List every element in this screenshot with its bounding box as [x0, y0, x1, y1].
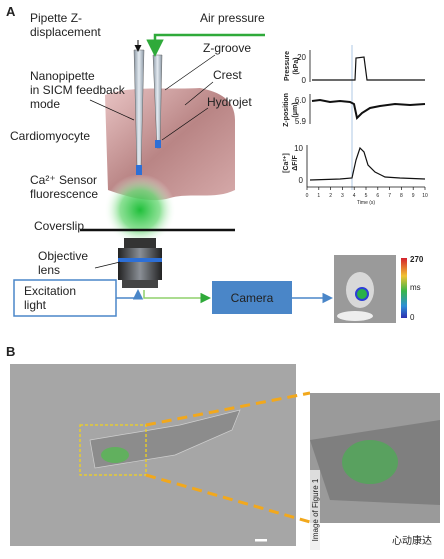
colorbar-label: 0 — [410, 313, 415, 322]
axis-label: [Ca²⁺] — [283, 153, 290, 173]
label: Objective — [38, 249, 88, 263]
label: Camera — [231, 291, 274, 305]
label: Excitation — [24, 284, 76, 298]
axis-label: (kPa) — [293, 57, 300, 74]
pressure-trace — [312, 56, 425, 81]
colorbar-label: ms — [410, 283, 421, 292]
zoom-box — [79, 424, 147, 476]
z-trace — [311, 98, 426, 121]
y-tick-label: 0 — [299, 176, 304, 185]
objective-base — [122, 280, 158, 288]
pointer — [164, 54, 216, 91]
pipette-tip — [136, 165, 142, 175]
source-label: 心动康达 — [392, 534, 432, 547]
axis-label: Z-position — [283, 93, 290, 127]
y-tick-label: 20 — [297, 53, 306, 62]
x-tick-label: 8 — [400, 193, 403, 199]
x-axis-label: Time (s) — [357, 200, 375, 206]
label: Crest — [213, 68, 242, 82]
fluorescence-glow — [104, 174, 176, 246]
label: Hydrojet — [207, 95, 252, 109]
label: Pipette Z- — [30, 11, 82, 25]
colorbar-label: 270 — [410, 255, 424, 264]
x-tick-label: 7 — [388, 193, 391, 199]
x-tick-label: 2 — [329, 193, 332, 199]
ca-trace — [309, 146, 426, 181]
label: in SICM feedback — [30, 83, 126, 97]
zoom-fluorescence — [342, 440, 398, 484]
x-tick-label: 3 — [341, 193, 344, 199]
axis-label: ΔF/F — [292, 155, 299, 171]
objective-body — [118, 248, 162, 280]
scale-bar — [255, 539, 267, 542]
cell-fluorescence — [101, 447, 129, 463]
x-tick-label: 0 — [306, 193, 309, 199]
zoom-line — [145, 473, 311, 524]
x-tick-label: 6 — [376, 193, 379, 199]
pointer — [94, 261, 121, 269]
excitation-arrow — [116, 289, 144, 300]
y-tick-label: 10 — [294, 144, 303, 153]
camera-box — [212, 281, 292, 314]
pointer — [184, 81, 214, 106]
x-tick-label: 4 — [353, 193, 356, 199]
label: lens — [38, 263, 60, 277]
panel-label: B — [6, 344, 15, 359]
emission-arrow — [143, 290, 211, 304]
objective-band — [118, 258, 162, 262]
label: mode — [30, 97, 60, 111]
activation-spot — [355, 287, 369, 301]
x-tick-label: 5 — [365, 193, 368, 199]
cell-image — [337, 311, 373, 321]
axis-label: (μm) — [292, 102, 299, 117]
pointer — [89, 99, 135, 121]
label: Coverslip — [34, 219, 84, 233]
pointer — [161, 107, 209, 141]
label: Z-groove — [203, 41, 251, 55]
x-tick-label: 10 — [422, 193, 428, 199]
label: Cardiomyocyte — [10, 129, 90, 143]
y-tick-label: 0 — [302, 76, 307, 85]
label: Ca²⁺ Sensor — [30, 173, 97, 187]
x-tick-label: 9 — [412, 193, 415, 199]
excitation-box — [13, 279, 117, 317]
label: light — [24, 298, 47, 312]
panel-label: A — [6, 4, 16, 19]
y-tick-label: 6.0 — [295, 96, 307, 105]
x-tick-label: 1 — [317, 193, 320, 199]
air-arrow — [146, 33, 265, 57]
colorbar — [401, 258, 407, 318]
watermark: Image of Figure 1 — [311, 478, 320, 541]
objective-top — [124, 238, 156, 248]
axis-label: Pressure — [284, 51, 291, 81]
label: displacement — [30, 25, 101, 39]
label: Air pressure — [200, 11, 265, 25]
label: fluorescence — [30, 187, 98, 201]
watermark-bg — [310, 470, 320, 550]
y-tick-label: 5.9 — [295, 117, 307, 126]
zoom-line — [145, 391, 311, 427]
label: Nanopipette — [30, 69, 95, 83]
hydrojet-tip — [155, 140, 161, 148]
